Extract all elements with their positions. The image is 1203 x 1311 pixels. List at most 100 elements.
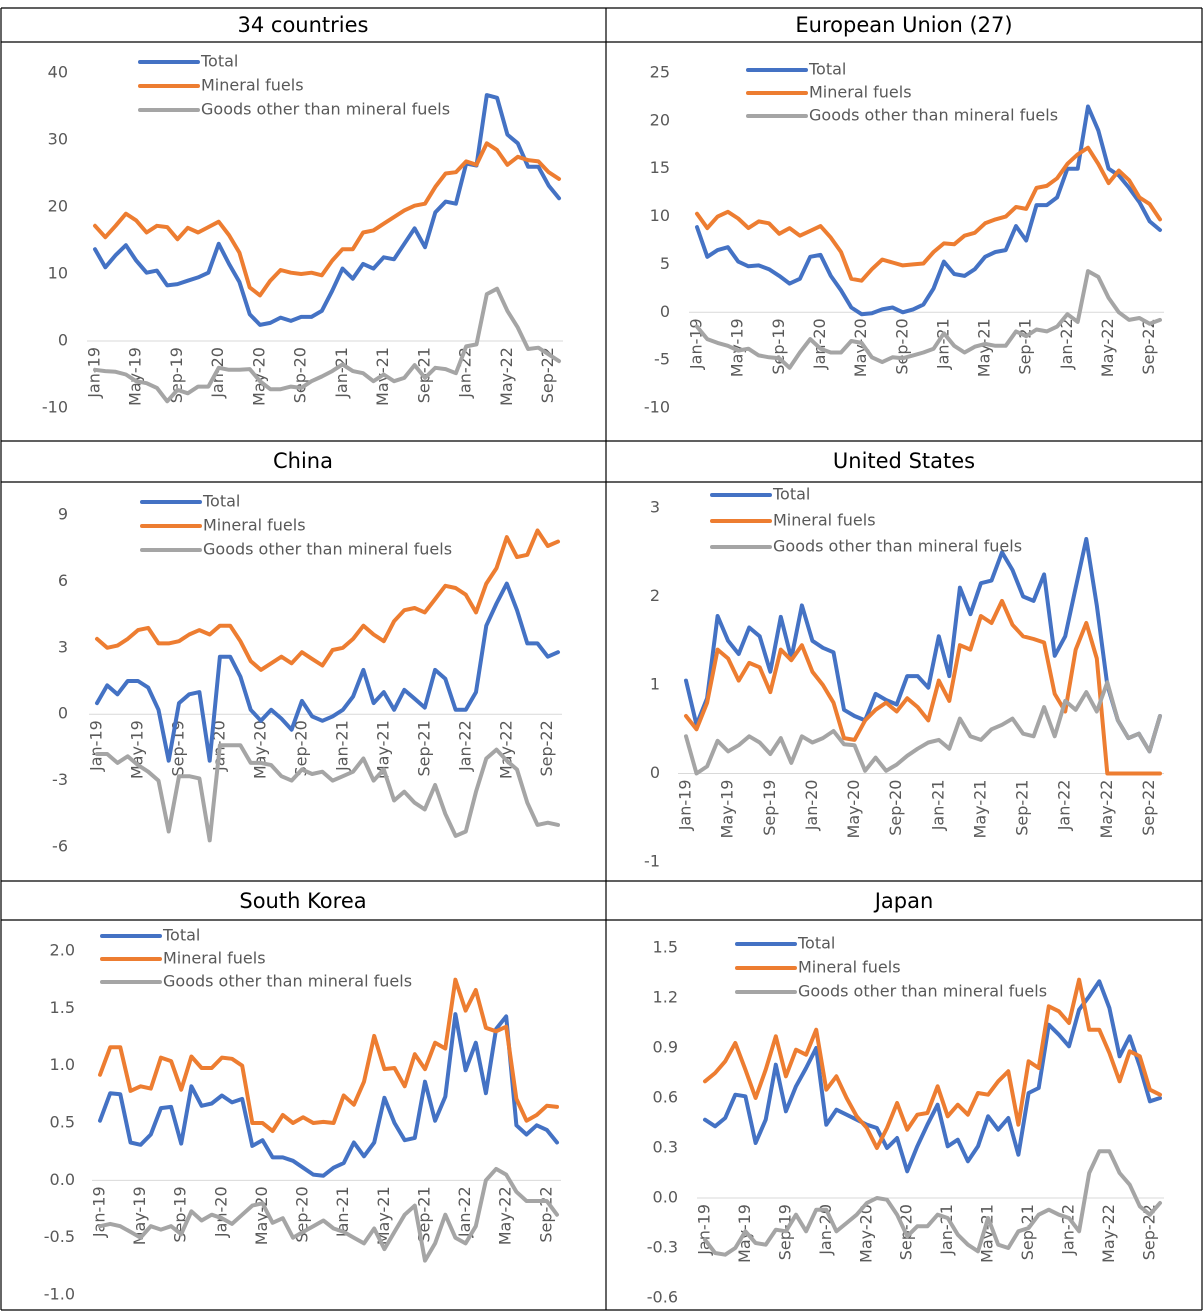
legend-label: Mineral fuels [809, 83, 912, 102]
chart-title: Japan [873, 889, 934, 913]
series-line [684, 537, 1162, 754]
y-tick-label: 0.0 [50, 1170, 75, 1189]
x-tick-label: Jan-21 [933, 318, 952, 370]
x-tick-label: Sep-21 [414, 720, 433, 776]
legend-label: Goods other than mineral fuels [203, 540, 452, 559]
series-line [695, 269, 1162, 370]
x-tick-label: May-21 [978, 1204, 997, 1263]
series-line [695, 145, 1162, 283]
y-tick-label: -10 [42, 398, 68, 417]
x-tick-label: May-19 [728, 318, 747, 377]
y-tick-label: 0 [58, 331, 68, 350]
x-tick-label: Sep-22 [536, 1186, 555, 1242]
legend-label: Goods other than mineral fuels [201, 100, 450, 119]
x-tick-label: May-19 [126, 347, 145, 406]
y-tick-label: 0.3 [653, 1138, 678, 1157]
x-tick-label: May-21 [975, 318, 994, 377]
y-tick-label: -5 [654, 350, 670, 369]
x-tick-label: Jan-20 [802, 780, 821, 832]
y-tick-label: 2.0 [50, 941, 75, 960]
legend-label: Goods other than mineral fuels [798, 982, 1047, 1001]
chart-title: European Union (27) [795, 13, 1012, 37]
series-line [95, 581, 560, 763]
y-tick-label: 6 [58, 571, 68, 590]
x-tick-label: Sep-22 [1139, 780, 1158, 836]
chart-title: 34 countries [238, 13, 369, 37]
y-tick-label: 20 [48, 197, 68, 216]
y-tick-label: 2 [650, 586, 660, 605]
series-line [703, 979, 1162, 1174]
y-tick-label: -6 [52, 837, 68, 856]
x-tick-label: Sep-19 [167, 347, 186, 403]
x-tick-label: Sep-21 [1018, 1204, 1037, 1260]
y-tick-label: 0 [650, 763, 660, 782]
x-tick-label: May-22 [1099, 1204, 1118, 1263]
x-tick-label: May-22 [1098, 318, 1117, 377]
series-line [93, 93, 561, 327]
x-tick-label: Sep-20 [892, 318, 911, 374]
series-line [93, 286, 561, 404]
y-tick-label: -0.5 [44, 1227, 75, 1246]
y-tick-label: 0 [58, 704, 68, 723]
x-tick-label: Jan-20 [211, 1186, 230, 1238]
x-tick-label: May-20 [851, 318, 870, 377]
y-tick-label: 3 [58, 637, 68, 656]
series-line [95, 528, 560, 672]
legend-label: Total [772, 485, 810, 504]
y-tick-label: 1.5 [653, 938, 678, 957]
chart-title: United States [833, 449, 975, 473]
y-tick-label: 15 [650, 158, 670, 177]
y-tick-label: -3 [52, 770, 68, 789]
series-line [684, 598, 1162, 776]
x-tick-label: Sep-21 [1013, 780, 1032, 836]
x-tick-label: Sep-20 [291, 720, 310, 776]
x-tick-label: Sep-19 [760, 780, 779, 836]
legend-label: Mineral fuels [798, 958, 901, 977]
x-tick-label: May-22 [497, 347, 516, 406]
x-tick-label: May-20 [856, 1204, 875, 1263]
legend-label: Total [200, 52, 238, 71]
series-line [93, 141, 561, 298]
y-tick-label: 30 [48, 130, 68, 149]
x-tick-label: Jan-19 [85, 347, 104, 399]
y-tick-label: 3 [650, 498, 660, 517]
y-tick-label: 20 [650, 110, 670, 129]
series-line [684, 680, 1162, 776]
y-tick-label: 10 [650, 206, 670, 225]
series-line [703, 977, 1162, 1150]
y-tick-label: 0 [660, 302, 670, 321]
x-tick-label: Sep-22 [1139, 318, 1158, 374]
x-tick-label: Sep-20 [886, 780, 905, 836]
x-tick-label: May-21 [374, 1186, 393, 1245]
y-tick-label: -1.0 [44, 1285, 75, 1304]
x-tick-label: Jan-21 [332, 347, 351, 399]
legend-label: Total [797, 934, 835, 953]
x-tick-label: May-20 [252, 1186, 271, 1245]
series-line [703, 1149, 1162, 1257]
y-tick-label: 25 [650, 63, 670, 82]
x-tick-label: Sep-20 [291, 347, 310, 403]
y-tick-label: 10 [48, 264, 68, 283]
x-tick-label: Jan-21 [333, 1186, 352, 1238]
y-tick-label: 0.6 [653, 1088, 678, 1107]
legend-label: Mineral fuels [163, 949, 266, 968]
legend-label: Goods other than mineral fuels [809, 106, 1058, 125]
x-tick-label: May-22 [1097, 780, 1116, 839]
y-tick-label: 5 [660, 254, 670, 273]
series-line [95, 743, 560, 843]
x-tick-label: Sep-22 [1139, 1204, 1158, 1260]
x-tick-label: Jan-19 [87, 720, 106, 772]
x-tick-label: Sep-22 [537, 720, 556, 776]
x-tick-label: Sep-22 [538, 347, 557, 403]
chart-title: China [273, 449, 333, 473]
x-tick-label: May-20 [250, 720, 269, 779]
y-tick-label: -10 [644, 398, 670, 417]
x-tick-label: Jan-22 [1059, 1204, 1078, 1256]
x-tick-label: May-19 [718, 780, 737, 839]
table-borders [0, 7, 1203, 1311]
y-tick-label: -0.3 [647, 1238, 678, 1257]
y-tick-label: 0.5 [50, 1113, 75, 1132]
series-line [695, 104, 1162, 317]
x-tick-label: Sep-21 [1016, 318, 1035, 374]
